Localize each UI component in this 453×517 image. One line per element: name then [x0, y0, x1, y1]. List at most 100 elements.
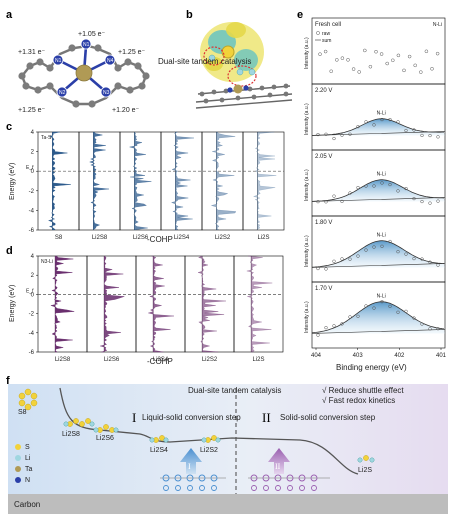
xps-point	[424, 49, 429, 54]
xps-point	[368, 64, 373, 69]
xps-point	[436, 199, 440, 203]
legend-li: Li	[25, 455, 31, 462]
xps-point	[396, 53, 401, 58]
xps-point	[428, 327, 432, 331]
xps-peak-3	[312, 240, 445, 268]
xps-point	[356, 185, 360, 190]
panel-a: a	[6, 9, 150, 114]
xps-point	[324, 267, 328, 271]
xps-point	[404, 128, 408, 133]
xps-sum-1	[311, 118, 444, 136]
cohp-frame-5	[242, 131, 285, 231]
species-s8: S8	[18, 409, 27, 416]
xps-point	[374, 49, 378, 54]
xps-point	[430, 67, 434, 71]
ef-label: E_f	[26, 288, 34, 294]
cohp-curve-0	[50, 255, 75, 353]
panel-c-label: c	[6, 121, 12, 133]
xps-point	[340, 133, 344, 137]
charge-n1: +1.31 e⁻	[18, 49, 46, 56]
xps-peak-label-3: N-Li	[377, 232, 386, 238]
atom-n1	[52, 54, 64, 66]
xps-point	[388, 182, 392, 187]
charge-n4: +1.05 e⁻	[78, 31, 106, 38]
charge-density-render	[195, 22, 293, 109]
panel-d: d Energy (eV) 4 2 0 -2 -4 -6 E_f Li2S8 Li2S6 Li2S…	[6, 245, 284, 366]
atom-n4	[80, 38, 92, 50]
cohp-curve-3	[197, 255, 227, 353]
xps-point	[356, 314, 360, 318]
ytick-cohp-c: -2	[29, 189, 35, 195]
xps-point	[396, 189, 400, 193]
xps-point	[420, 322, 424, 326]
xps-xtick-1: 403	[353, 353, 364, 359]
xps-xtick-2: 402	[394, 353, 405, 359]
atom-legend: S Li Ta N	[15, 444, 33, 484]
panel-f: f Carbon Dual-site tandem catalysis √ Re…	[6, 375, 448, 514]
legend-ta: Ta	[25, 466, 33, 473]
xps-point	[372, 245, 376, 249]
xps-point	[356, 254, 360, 258]
ef-label: E_f	[26, 165, 34, 171]
bullet-shuttle: √ Reduce shuttle effect	[322, 386, 404, 395]
panel-b: b	[158, 9, 293, 109]
xps-point	[412, 256, 416, 261]
xps-point	[340, 322, 344, 326]
ytick-cohp-d: 4	[31, 254, 35, 260]
cohp-col-label-3: Li2S4	[174, 235, 190, 241]
xps-point	[323, 49, 328, 54]
xps-right-tag-0: N-Li	[433, 22, 442, 28]
legend-raw-marker	[316, 31, 320, 35]
cohp-col-label-2: Li2S6	[133, 235, 149, 241]
xps-peak-label-4: N-Li	[377, 293, 386, 299]
atom-label-n2: N2	[59, 90, 66, 96]
panel-a-label: a	[6, 9, 13, 21]
xps-point	[428, 201, 432, 205]
stage1-text: Liquid-solid conversion step	[142, 413, 241, 422]
xps-point	[348, 315, 352, 319]
xps-point	[402, 68, 406, 73]
cohp-curve-0	[47, 131, 71, 231]
species-li2s6: Li2S6	[96, 435, 114, 442]
species-li2s4: Li2S4	[150, 447, 168, 454]
xps-point	[391, 58, 395, 63]
xps-point	[332, 259, 336, 263]
legend-s: S	[25, 444, 30, 451]
cohp-frame-1	[86, 255, 137, 353]
legend-n: N	[25, 477, 30, 484]
cohp-tag: N3-Li	[41, 259, 53, 265]
xps-point	[335, 58, 339, 62]
xps-point	[340, 199, 344, 204]
xps-point	[380, 244, 384, 248]
panel-e-xlabel: Binding energy (eV)	[336, 363, 407, 372]
carbon-substrate	[8, 494, 448, 514]
xps-sum-3	[311, 240, 445, 268]
xps-point	[348, 191, 352, 195]
xps-point	[436, 263, 440, 267]
cohp-curve-1	[89, 131, 110, 231]
panel-d-label: d	[6, 245, 13, 257]
atom-n2	[56, 86, 68, 98]
xps-point	[420, 199, 424, 204]
cohp-col-label-4: Li2S2	[215, 235, 231, 241]
xps-ylabel-4: Intensity (a.u.)	[304, 301, 310, 333]
atom-label-n3: N3	[103, 90, 110, 96]
cohp-frame-0	[37, 255, 88, 353]
atom-label-n1: N1	[83, 42, 90, 48]
cohp-col-label-1: Li2S6	[104, 357, 120, 363]
xps-point	[420, 257, 424, 261]
panel-b-label: b	[186, 9, 193, 21]
charge-n3: +1.25 e⁻	[118, 49, 146, 56]
xps-point	[324, 132, 328, 136]
xps-ylabel-3: Intensity (a.u.)	[304, 235, 310, 267]
site-pins-blue	[162, 474, 218, 491]
xps-point	[436, 327, 440, 331]
cohp-c-plots: 4 2 0 -2 -4 -6 E_f S8 Li2S8 Li2S6 Li2S4 Li2S2 Li2S Ta…	[26, 130, 285, 241]
xps-baseline-3	[311, 263, 446, 268]
xps-point	[396, 250, 400, 254]
xps-point	[351, 67, 356, 71]
cohp-curve-4	[210, 131, 237, 231]
xps-ylabel-1: Intensity (a.u.)	[304, 103, 310, 135]
species-li2s: Li2S	[358, 467, 372, 474]
